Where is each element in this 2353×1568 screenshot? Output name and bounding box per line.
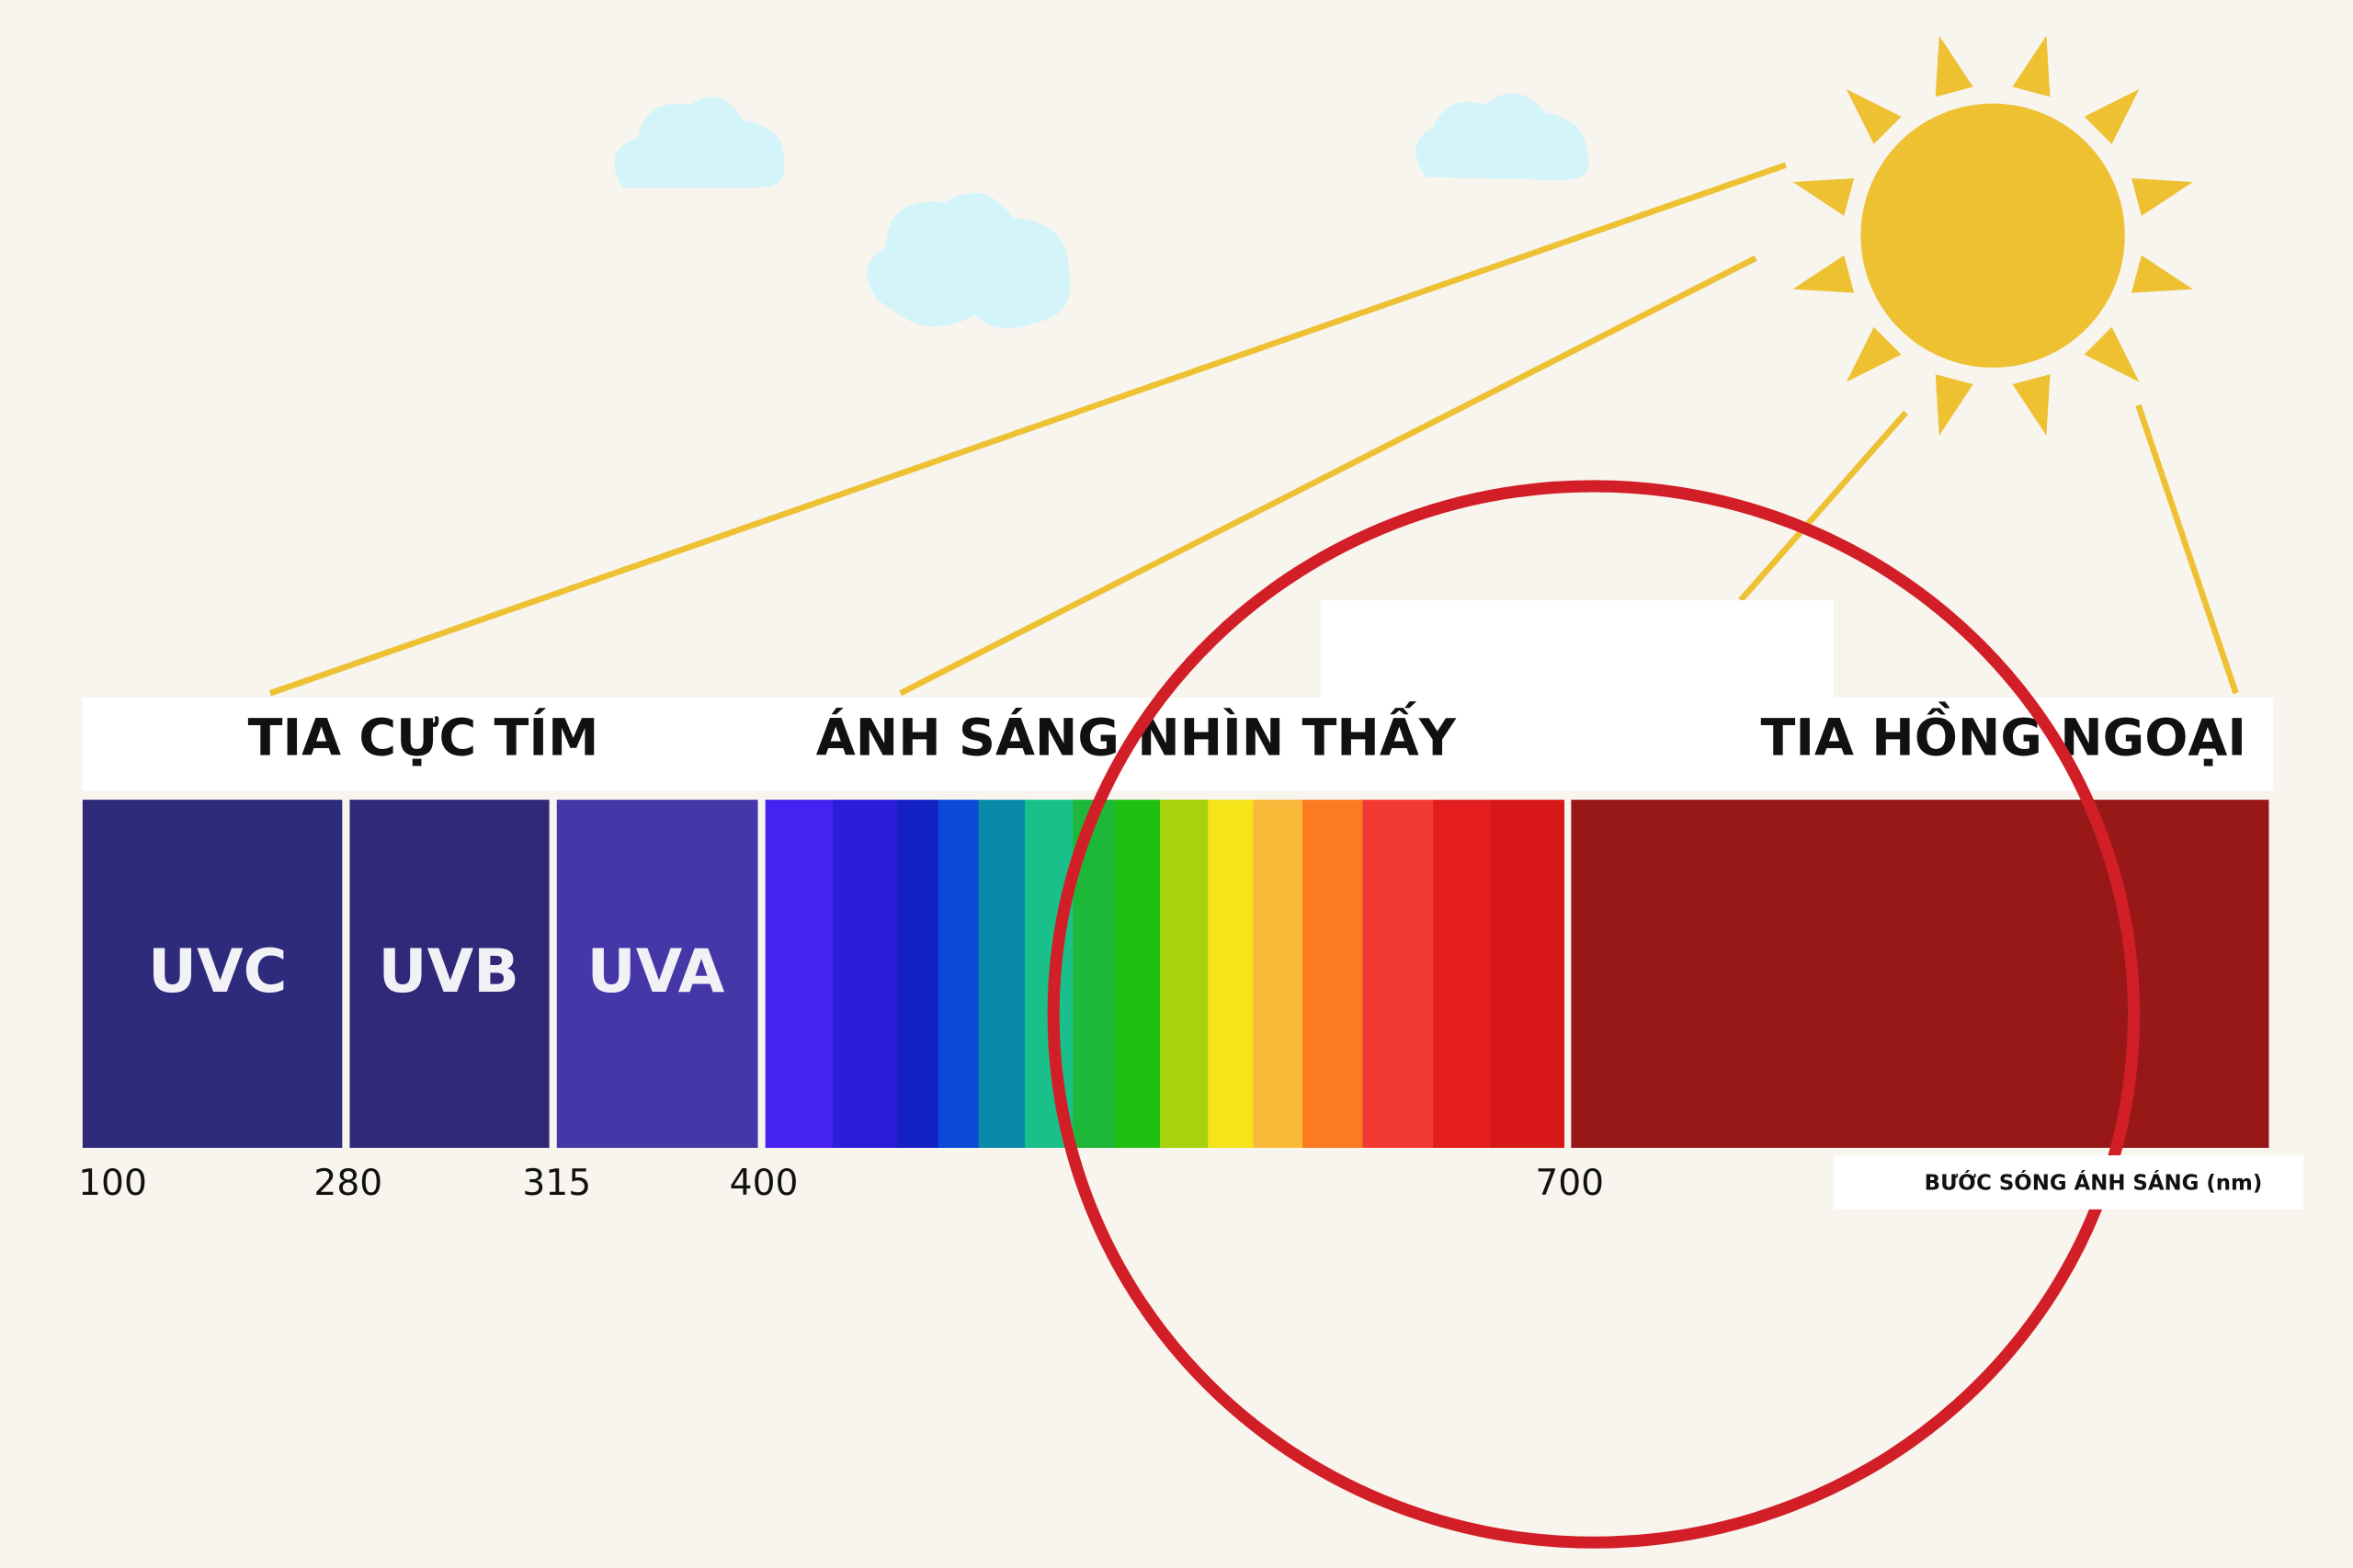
- ray-line: [268, 162, 1787, 697]
- header-bar: [82, 698, 2274, 791]
- spectrum-stripe: [1490, 800, 1565, 1148]
- uvc-block: [82, 800, 343, 1148]
- sun-ray: [2084, 326, 2140, 382]
- clouds: [614, 93, 1589, 329]
- white-patch: [1320, 600, 1835, 699]
- sun-ray: [2131, 255, 2193, 293]
- sun-ray: [1792, 177, 1855, 216]
- sun-ray: [1846, 89, 1902, 144]
- tick-label: 700: [1535, 1163, 1604, 1204]
- sun-ray: [1792, 255, 1855, 293]
- sun-ray: [1846, 326, 1902, 382]
- uva-block: [556, 800, 758, 1148]
- spectrum-stripe: [1362, 800, 1434, 1148]
- ray-line: [2135, 403, 2239, 695]
- highlight-circle: [1047, 480, 2141, 1549]
- ray-line: [899, 255, 1757, 697]
- sun-ray: [2012, 35, 2051, 97]
- band-label: UVB: [379, 937, 519, 1006]
- cloud: [1415, 93, 1589, 180]
- axis-label-box: [1834, 1155, 2304, 1210]
- spectrum-stripe: [1433, 800, 1492, 1148]
- sun-rays-lines: [268, 162, 2239, 697]
- sun-ray: [2084, 89, 2140, 144]
- spectrum-stripe: [833, 800, 899, 1148]
- spectrum-stripe: [1302, 800, 1364, 1148]
- axis-label: BƯỚC SÓNG ÁNH SÁNG (nm): [1925, 1170, 2263, 1196]
- tick-label: 315: [522, 1163, 591, 1204]
- sun-disc: [1860, 103, 2125, 368]
- tick-label: 100: [78, 1163, 147, 1204]
- visible-spectrum: [765, 800, 1565, 1148]
- spectrum-stripe: [1208, 800, 1255, 1148]
- ir-title: TIA HỒNG NGOẠI: [1760, 702, 2246, 768]
- spectrum-stripe: [1115, 800, 1161, 1148]
- sun-ray: [1935, 374, 1973, 436]
- sun: [1792, 35, 2193, 436]
- sun-ray: [1935, 35, 1973, 97]
- band-label: UVC: [148, 937, 287, 1006]
- tick-label: 280: [313, 1163, 382, 1204]
- spectrum-stripe: [765, 800, 834, 1148]
- spectrum-stripe: [897, 800, 939, 1148]
- ray-line: [1738, 410, 1908, 603]
- tick-label: 400: [730, 1163, 799, 1204]
- spectrum-stripe: [978, 800, 1026, 1148]
- spectrum-stripe: [1253, 800, 1303, 1148]
- infrared-block: [1571, 800, 2269, 1148]
- spectrum-stripe: [1160, 800, 1210, 1148]
- uv-title: TIA CỰC TÍM: [248, 708, 599, 768]
- sun-ray: [2012, 374, 2051, 436]
- uvb-block: [349, 800, 550, 1148]
- band-label: UVA: [587, 937, 725, 1006]
- cloud: [867, 192, 1071, 329]
- sun-ray: [2131, 177, 2193, 216]
- cloud: [614, 97, 784, 188]
- spectrum-stripe: [938, 800, 980, 1148]
